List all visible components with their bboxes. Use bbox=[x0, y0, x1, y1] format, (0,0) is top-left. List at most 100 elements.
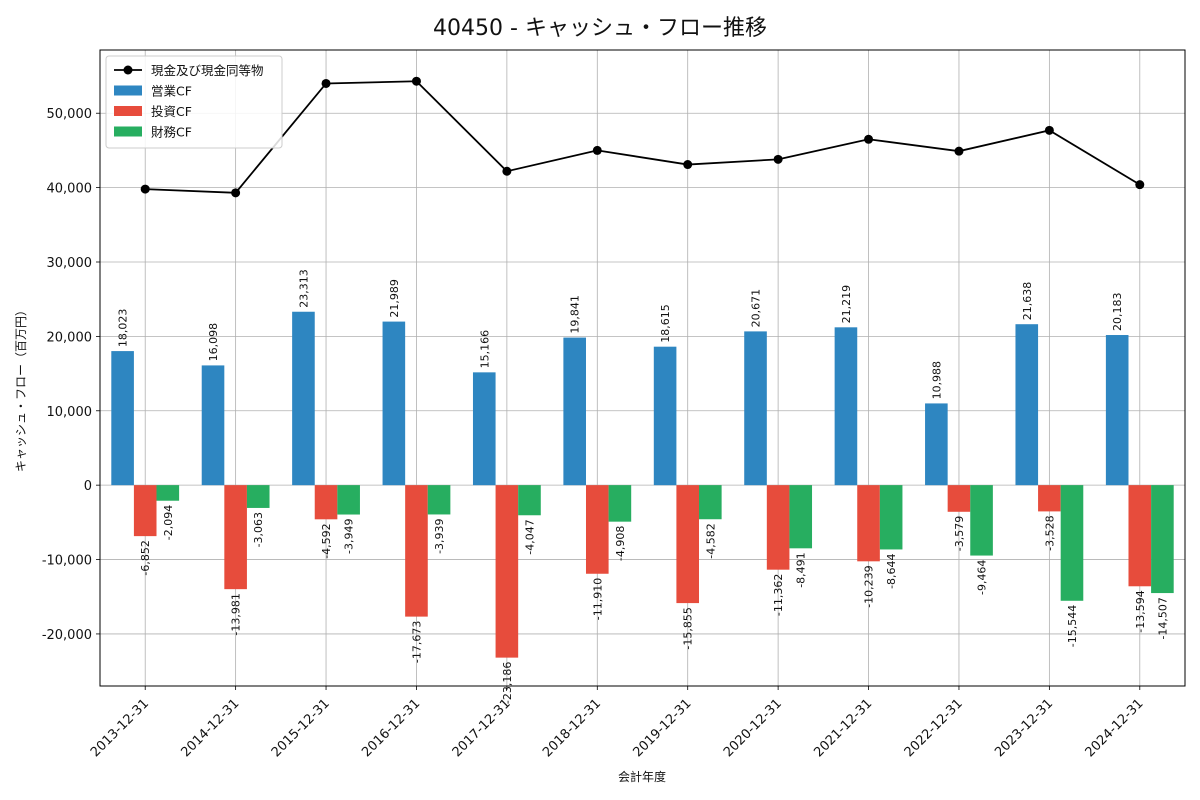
bar-value-label: 23,313 bbox=[297, 269, 310, 308]
bar bbox=[133, 485, 157, 537]
x-tick-label: 2015-12-31 bbox=[269, 696, 333, 760]
bar-value-label: -11,910 bbox=[591, 578, 604, 620]
y-tick-label: 40,000 bbox=[47, 182, 93, 197]
bar bbox=[427, 485, 451, 515]
cash-point bbox=[773, 154, 783, 164]
bar-value-label: 18,615 bbox=[659, 304, 672, 343]
bar bbox=[224, 485, 247, 590]
x-tick-label: 2022-12-31 bbox=[902, 696, 966, 760]
x-tick-label: 2013-12-31 bbox=[88, 696, 152, 760]
legend-label: 営業CF bbox=[151, 84, 192, 99]
bar-value-label: 18,023 bbox=[117, 309, 130, 348]
bar-value-label: -8,491 bbox=[795, 552, 808, 587]
legend-box bbox=[105, 55, 283, 149]
bar-value-label: -3,939 bbox=[433, 518, 446, 553]
x-tick-label: 2024-12-31 bbox=[1083, 696, 1147, 760]
y-tick-label: 0 bbox=[84, 479, 92, 494]
cash-point bbox=[1044, 125, 1054, 135]
cash-point bbox=[683, 160, 693, 170]
bar-value-label: 16,098 bbox=[207, 323, 220, 362]
bar bbox=[585, 485, 609, 574]
bar bbox=[676, 485, 700, 604]
bar-value-label: -17,673 bbox=[410, 621, 423, 663]
bar-value-label: 21,989 bbox=[388, 279, 401, 318]
bar bbox=[947, 485, 971, 512]
bar bbox=[246, 485, 270, 508]
bar-value-label: -9,464 bbox=[976, 560, 989, 595]
x-tick-label: 2018-12-31 bbox=[540, 696, 604, 760]
bar-value-label: -6,852 bbox=[139, 540, 152, 575]
bar-value-label: -15,544 bbox=[1066, 605, 1079, 647]
bar-value-label: -13,981 bbox=[230, 593, 243, 635]
x-tick-label: 2019-12-31 bbox=[630, 696, 694, 760]
cash-point bbox=[1135, 180, 1145, 190]
bar-value-label: -13,594 bbox=[1134, 590, 1147, 632]
bar-value-label: -8,644 bbox=[885, 553, 898, 588]
legend-swatch bbox=[114, 85, 142, 96]
chart-title: 40450 - キャッシュ・フロー推移 bbox=[433, 16, 767, 41]
line-layer bbox=[140, 76, 1145, 198]
cash-point bbox=[231, 188, 241, 198]
bar-value-label: 21,219 bbox=[840, 285, 853, 324]
x-tick-label: 2017-12-31 bbox=[450, 696, 514, 760]
x-tick-label: 2023-12-31 bbox=[992, 696, 1056, 760]
bar-value-label: -4,047 bbox=[523, 519, 536, 554]
bar bbox=[699, 485, 722, 520]
y-tick-label: 50,000 bbox=[47, 107, 93, 122]
bar bbox=[834, 327, 858, 486]
legend-marker bbox=[123, 65, 133, 75]
y-tick-label: 10,000 bbox=[47, 405, 93, 420]
bar-value-label: -10,239 bbox=[863, 565, 876, 607]
bar bbox=[201, 365, 225, 486]
cash-point bbox=[954, 146, 964, 156]
bar-value-label: 20,183 bbox=[1111, 293, 1124, 332]
legend-label: 投資CF bbox=[151, 104, 192, 119]
y-tick-label: -20,000 bbox=[42, 628, 92, 643]
bar bbox=[1060, 485, 1084, 601]
bar-value-label: -4,582 bbox=[704, 523, 717, 558]
bar bbox=[563, 337, 586, 486]
bar bbox=[970, 485, 993, 556]
bar bbox=[518, 485, 541, 516]
bar bbox=[789, 485, 813, 549]
cash-point bbox=[140, 184, 150, 194]
bar bbox=[925, 403, 948, 486]
cash-point bbox=[592, 145, 602, 155]
y-axis-label: キャッシュ・フロー（百万円） bbox=[14, 304, 28, 472]
x-tick-label: 2016-12-31 bbox=[359, 696, 423, 760]
bar-value-label: -23,186 bbox=[501, 662, 514, 704]
bar bbox=[111, 351, 134, 486]
cash-point bbox=[502, 166, 512, 176]
bar bbox=[744, 331, 767, 486]
bar bbox=[1105, 335, 1129, 486]
bar-value-label: 10,988 bbox=[930, 361, 943, 400]
bar bbox=[1128, 485, 1152, 587]
bar bbox=[292, 311, 315, 486]
legend-label: 現金及び現金同等物 bbox=[151, 63, 264, 78]
bar bbox=[314, 485, 338, 520]
bar-value-label: -2,094 bbox=[162, 505, 175, 540]
bar bbox=[337, 485, 360, 515]
bar-value-label: -4,592 bbox=[320, 523, 333, 558]
cash-point bbox=[864, 134, 874, 144]
bar-value-label: 19,841 bbox=[569, 295, 582, 334]
x-tick-label: 2020-12-31 bbox=[721, 696, 785, 760]
bar bbox=[766, 485, 790, 570]
bar-layer: 18,023 16,098 23,313 21,989 15,166 19,841 18,6… bbox=[111, 269, 1174, 704]
bar-value-label: 21,638 bbox=[1021, 282, 1034, 321]
y-tick-label: 20,000 bbox=[47, 330, 93, 345]
x-tick-label: 2021-12-31 bbox=[811, 696, 875, 760]
bar-value-label: -3,528 bbox=[1043, 515, 1056, 550]
bar bbox=[472, 372, 496, 486]
plot-frame bbox=[99, 49, 1186, 687]
bar bbox=[1038, 485, 1061, 512]
bar bbox=[405, 485, 428, 617]
bar bbox=[608, 485, 632, 522]
bar-value-label: -3,579 bbox=[953, 516, 966, 551]
bar-value-label: -14,507 bbox=[1156, 597, 1169, 639]
bar-value-label: 20,671 bbox=[750, 289, 763, 328]
x-axis-label: 会計年度 bbox=[618, 769, 666, 784]
legend-swatch bbox=[114, 106, 142, 116]
